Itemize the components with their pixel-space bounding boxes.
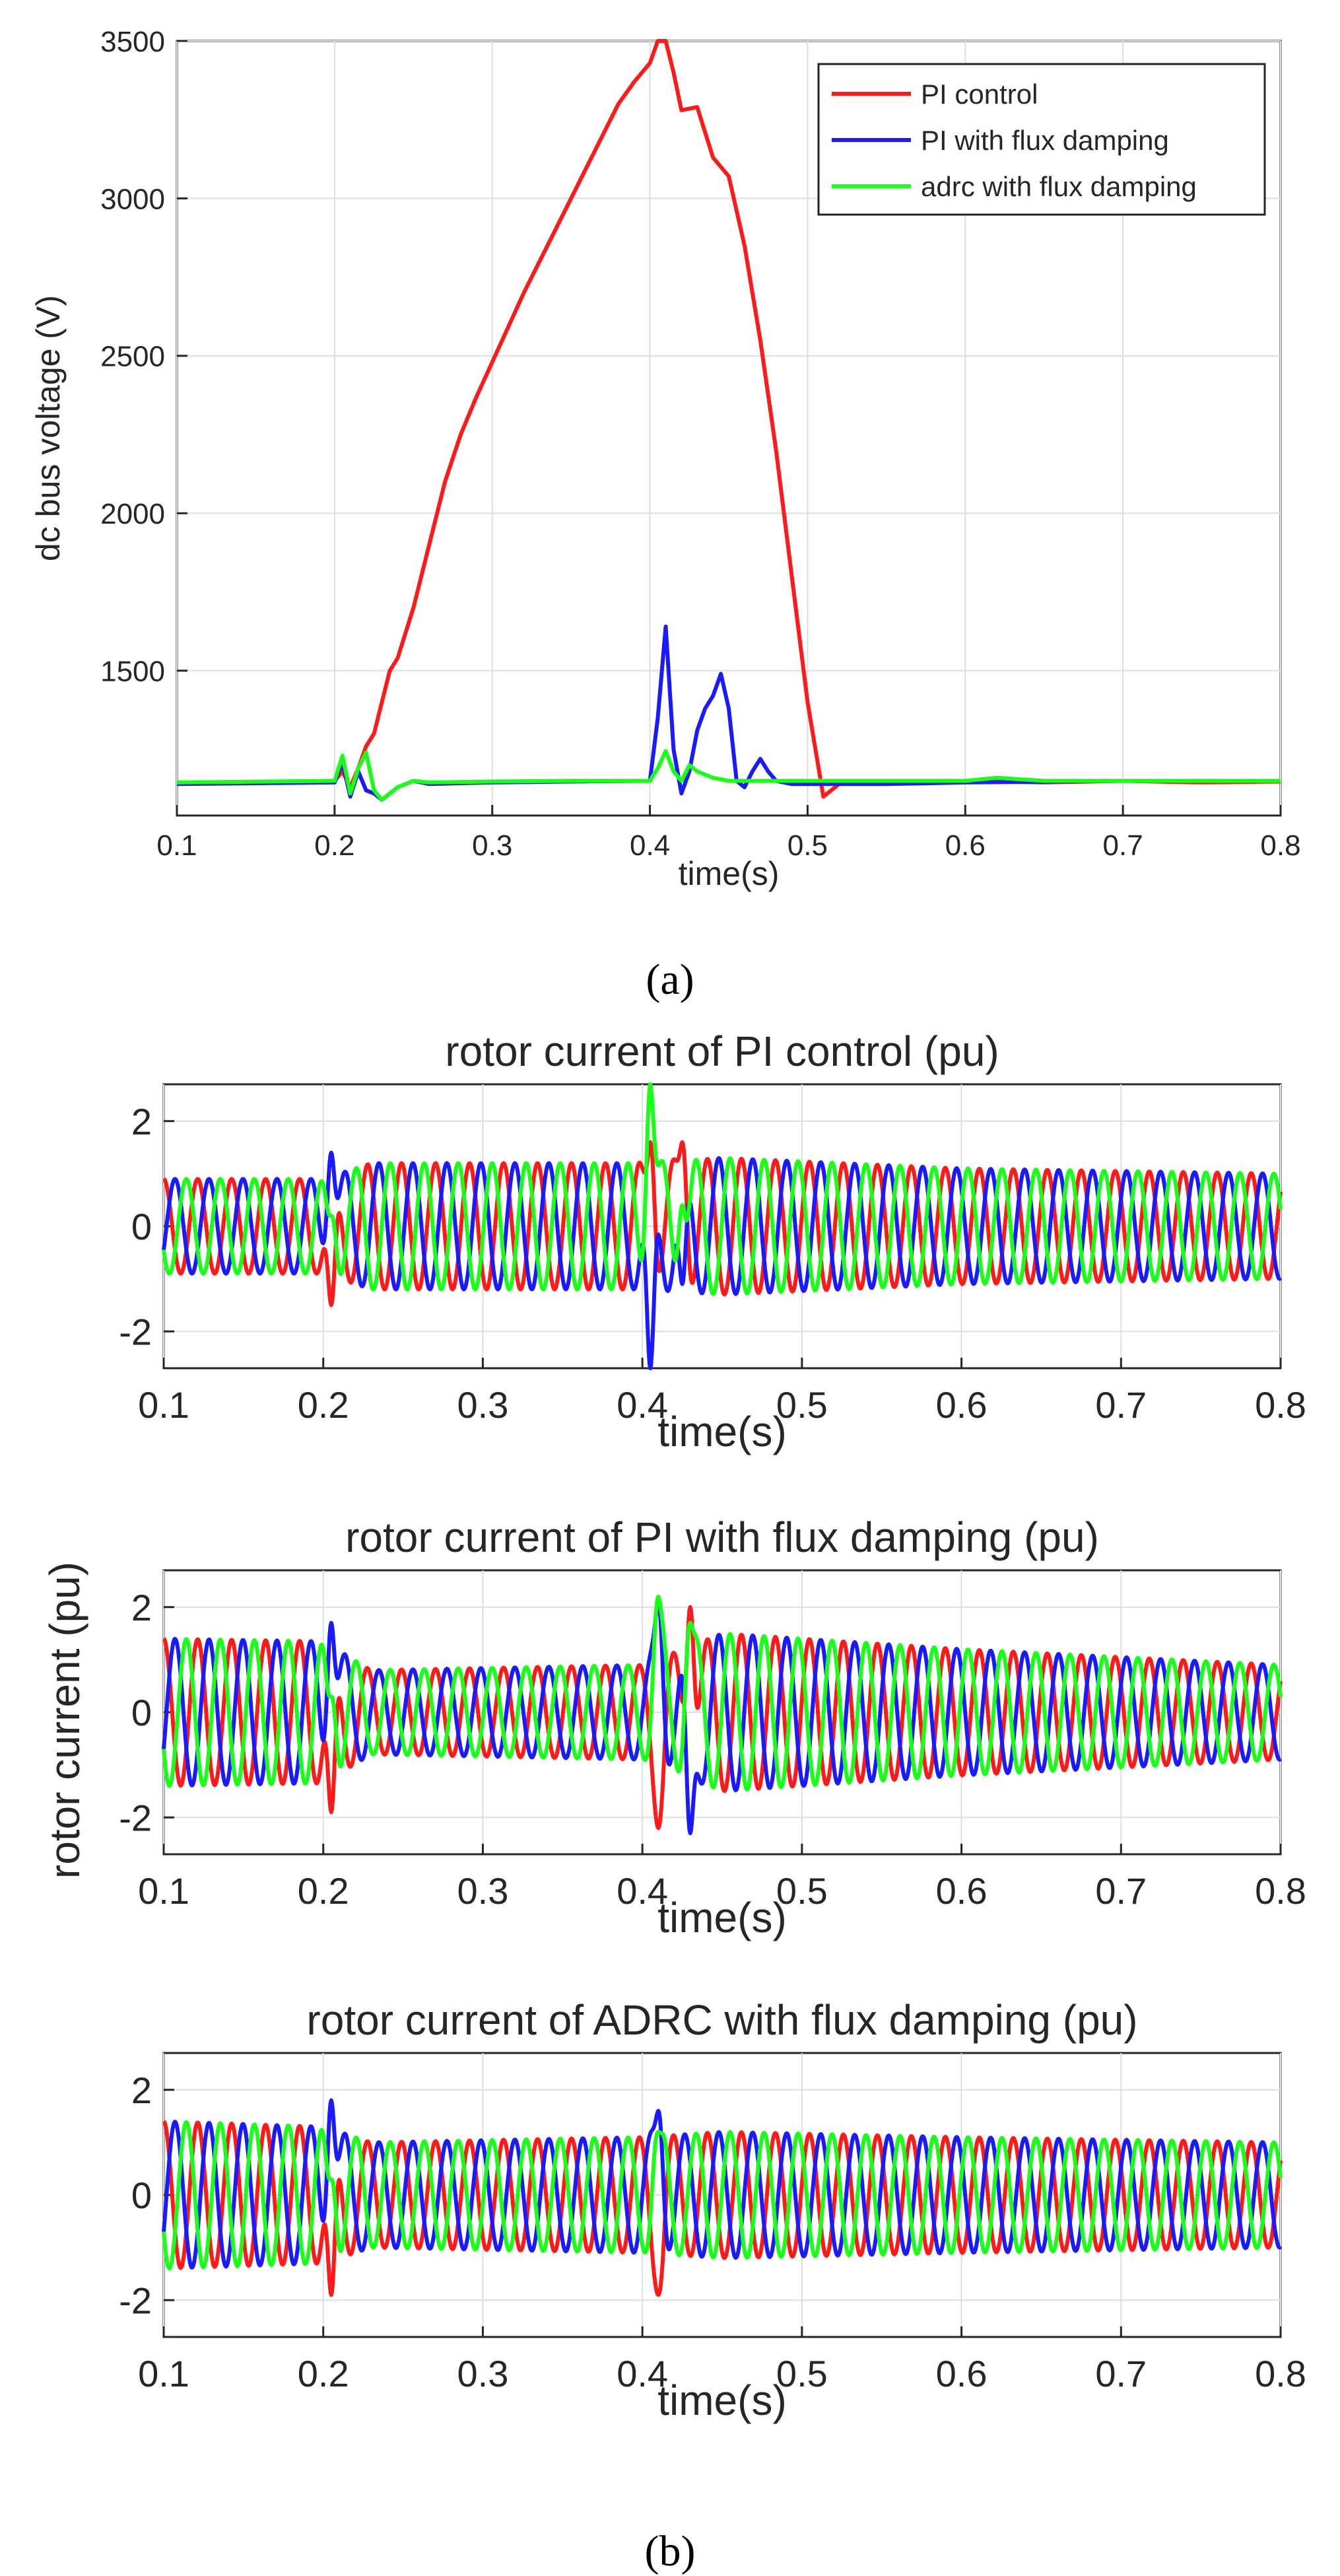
caption-a: (a) — [646, 956, 694, 1004]
tick-labels: 0.1 0.2 0.3 0.4 0.5 0.6 0.7 0.8 -2 0 2 — [119, 2070, 1306, 2394]
x-tick-label: 0.3 — [457, 2353, 508, 2394]
x-tick-label: 0.6 — [936, 1870, 988, 1912]
x-tick-label: 0.4 — [617, 1384, 668, 1426]
series-group — [162, 1082, 1283, 1370]
panel-b1-pi-control-chart: rotor current of PI control (pu) 0.1 0.2 0… — [119, 1027, 1306, 1455]
x-axis-label: time(s) — [657, 1408, 787, 1455]
y-tick-label: -2 — [119, 1797, 152, 1838]
x-tick-label: 0.6 — [945, 829, 986, 862]
series-group — [162, 2098, 1283, 2297]
x-tick-label: 0.8 — [1260, 829, 1300, 862]
y-tick-label: 2500 — [100, 341, 165, 373]
tick-labels: 0.1 0.2 0.3 0.4 0.5 0.6 0.7 0.8 -2 0 2 — [119, 1101, 1306, 1426]
tick-labels: 0.1 0.2 0.3 0.4 0.5 0.6 0.7 0.8 -2 0 2 — [119, 1587, 1306, 1912]
x-tick-label: 0.1 — [138, 1870, 189, 1912]
x-tick-label: 0.3 — [457, 1384, 508, 1426]
x-tick-label: 0.7 — [1095, 1384, 1147, 1426]
y-tick-label: 2 — [131, 1587, 152, 1628]
series-green-line — [162, 2120, 1283, 2271]
x-axis-label: time(s) — [679, 855, 780, 892]
shared-y-axis-label: rotor current (pu) — [41, 1562, 88, 1879]
x-tick-label: 0.8 — [1255, 2353, 1306, 2394]
series-green-line — [162, 1082, 1283, 1296]
tick-labels: 0.1 0.2 0.3 0.4 0.5 0.6 0.7 0.8 1500 2000 2500 3000… — [100, 26, 1300, 862]
x-tick-label: 0.8 — [1255, 1870, 1306, 1912]
series-group — [162, 1594, 1283, 1836]
x-tick-label: 0.1 — [138, 2353, 189, 2394]
panel-a-voltage-chart: 0.1 0.2 0.3 0.4 0.5 0.6 0.7 0.8 1500 2000 2500 3000… — [30, 26, 1301, 892]
legend-label: adrc with flux damping — [921, 171, 1197, 202]
y-axis-label: dc bus voltage (V) — [30, 295, 67, 561]
series-green-line — [162, 1594, 1283, 1792]
x-tick-label: 0.5 — [776, 1384, 828, 1426]
legend-label: PI with flux damping — [921, 125, 1169, 156]
y-tick-label: 2000 — [100, 498, 165, 530]
x-tick-label: 0.1 — [138, 1384, 189, 1426]
x-tick-label: 0.3 — [472, 829, 512, 862]
x-tick-label: 0.6 — [936, 2353, 988, 2394]
x-tick-label: 0.8 — [1255, 1384, 1306, 1426]
x-tick-label: 0.3 — [457, 1870, 508, 1912]
series-red-line — [162, 2120, 1283, 2297]
caption-b: (b) — [645, 2527, 696, 2575]
series-red-line — [162, 1140, 1283, 1307]
x-tick-label: 0.7 — [1095, 1870, 1147, 1912]
panel-b2-pi-flux-damping-chart: rotor current of PI with flux damping (p… — [119, 1514, 1306, 1941]
x-tick-label: 0.4 — [617, 2353, 668, 2394]
x-tick-label: 0.7 — [1095, 2353, 1147, 2394]
chart-title: rotor current of ADRC with flux damping … — [306, 1996, 1137, 2044]
y-tick-label: 0 — [131, 1692, 152, 1733]
x-tick-label: 0.2 — [298, 1384, 349, 1426]
series-red-line — [162, 1605, 1283, 1830]
legend-label: PI control — [921, 79, 1038, 110]
x-tick-label: 0.5 — [776, 1870, 828, 1912]
x-tick-label: 0.5 — [776, 2353, 828, 2394]
x-axis-label: time(s) — [657, 1894, 787, 1941]
x-axis-label: time(s) — [657, 2377, 787, 2424]
series-green-line — [176, 749, 1281, 802]
y-tick-label: 2 — [131, 1101, 152, 1142]
legend: PI control PI with flux damping adrc with … — [817, 63, 1266, 216]
x-tick-label: 0.4 — [630, 829, 670, 862]
y-tick-label: -2 — [119, 1311, 152, 1352]
x-tick-label: 0.6 — [936, 1384, 988, 1426]
y-tick-label: 2 — [131, 2070, 152, 2111]
y-tick-label: 1500 — [100, 655, 165, 687]
y-tick-label: 3500 — [100, 26, 165, 58]
x-tick-label: 0.7 — [1103, 829, 1143, 862]
y-tick-label: 0 — [131, 2175, 152, 2216]
x-tick-label: 0.2 — [314, 829, 354, 862]
x-tick-label: 0.4 — [617, 1870, 668, 1912]
series-red-line — [176, 39, 1281, 799]
x-tick-label: 0.2 — [298, 1870, 349, 1912]
x-tick-label: 0.5 — [787, 829, 828, 862]
y-tick-label: 3000 — [100, 183, 165, 215]
panel-b3-adrc-flux-damping-chart: rotor current of ADRC with flux damping … — [119, 1996, 1306, 2424]
x-tick-label: 0.1 — [156, 829, 197, 862]
y-tick-label: -2 — [119, 2280, 152, 2321]
y-tick-label: 0 — [131, 1206, 152, 1247]
x-tick-label: 0.2 — [298, 2353, 349, 2394]
chart-title: rotor current of PI with flux damping (p… — [345, 1514, 1099, 1561]
series-group — [176, 39, 1281, 802]
chart-title: rotor current of PI control (pu) — [445, 1027, 999, 1075]
